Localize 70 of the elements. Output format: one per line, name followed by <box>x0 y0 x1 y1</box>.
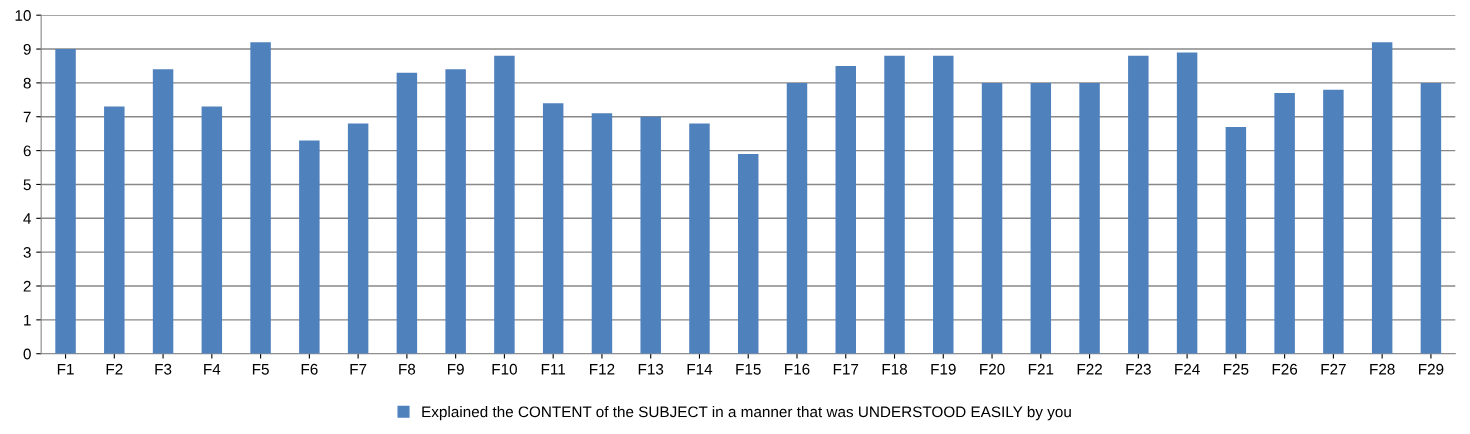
bar <box>884 55 905 354</box>
x-tick-label: F19 <box>931 363 956 375</box>
y-tick-label: 8 <box>23 77 31 89</box>
x-tick-label: F28 <box>1370 363 1395 375</box>
bar <box>445 69 466 354</box>
bar <box>152 69 174 354</box>
x-tick-label: F2 <box>106 363 123 375</box>
x-tick-label: F27 <box>1321 363 1346 375</box>
x-tick-label: F9 <box>447 363 464 375</box>
x-tick-label: F8 <box>399 363 416 375</box>
bar <box>1371 42 1393 354</box>
y-tick-label: 1 <box>24 314 31 326</box>
x-tick-label: F21 <box>1028 363 1054 375</box>
y-tick-label: 7 <box>23 111 31 123</box>
bar <box>494 55 515 354</box>
y-tick-label: 2 <box>23 280 31 292</box>
bar <box>591 113 613 354</box>
y-tick-label: 3 <box>23 247 31 258</box>
bar <box>1128 55 1149 354</box>
x-tick-label: F4 <box>204 363 221 375</box>
bar <box>689 123 710 354</box>
x-tick-label: F16 <box>785 363 810 375</box>
bar <box>299 140 320 354</box>
x-tick-label: F3 <box>155 363 172 375</box>
x-tick-label: F14 <box>687 363 713 375</box>
x-tick-label: F17 <box>833 363 859 375</box>
y-tick-label: 9 <box>23 43 31 55</box>
x-tick-label: F29 <box>1419 363 1444 375</box>
x-tick-label: F1 <box>57 363 74 375</box>
x-tick-label: F22 <box>1077 363 1102 375</box>
y-tick-label: 5 <box>23 179 31 191</box>
x-tick-label: F10 <box>492 363 517 375</box>
x-tick-label: F24 <box>1175 363 1200 375</box>
bar <box>737 153 759 354</box>
x-tick-label: F18 <box>882 363 908 375</box>
bar <box>347 123 369 354</box>
x-tick-label: F5 <box>252 363 269 375</box>
bar <box>786 82 808 354</box>
bar <box>55 49 76 354</box>
bar <box>1030 82 1052 354</box>
bar <box>981 82 1003 354</box>
bar <box>1176 52 1198 354</box>
bar <box>396 72 418 354</box>
bar <box>835 65 856 354</box>
bar <box>104 106 125 354</box>
x-tick-label: F25 <box>1223 363 1249 375</box>
x-tick-label: F12 <box>590 363 615 375</box>
x-tick-label: F23 <box>1126 363 1151 375</box>
bar <box>640 116 661 354</box>
x-tick-label: F6 <box>301 363 318 375</box>
bar <box>201 106 223 354</box>
x-tick-label: F11 <box>541 363 566 375</box>
legend-label: Explained the CONTENT of the SUBJECT in a manner that was UNDERSTOOD EASILY by you <box>422 406 1071 421</box>
x-tick-label: F26 <box>1272 363 1298 375</box>
bar <box>250 42 271 354</box>
x-tick-label: F7 <box>350 363 367 375</box>
bar <box>1323 89 1344 354</box>
bar <box>1420 82 1442 354</box>
bar <box>1225 126 1247 354</box>
bar <box>1274 93 1295 354</box>
y-tick-label: 4 <box>23 213 31 224</box>
x-tick-label: F20 <box>980 363 1005 375</box>
bar <box>1079 82 1100 354</box>
x-tick-label: F13 <box>638 363 664 375</box>
bar <box>933 55 954 354</box>
y-tick-label: 6 <box>23 145 31 157</box>
x-tick-label: F15 <box>736 363 761 375</box>
y-tick-label: 10 <box>15 10 31 21</box>
y-tick-label: 0 <box>23 348 31 360</box>
bar <box>542 103 564 354</box>
